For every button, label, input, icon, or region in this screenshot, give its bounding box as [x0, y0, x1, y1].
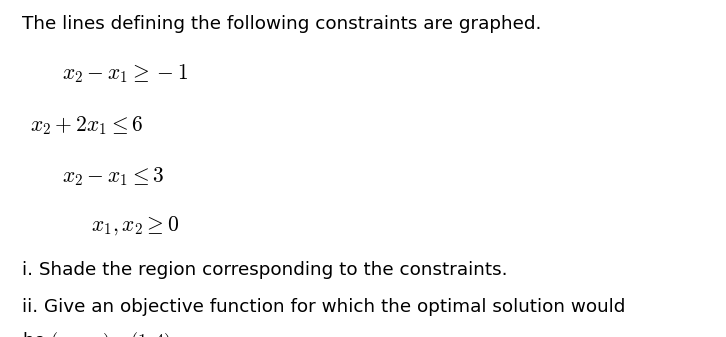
Text: $x_1, x_2 \geq 0$: $x_1, x_2 \geq 0$: [91, 214, 179, 237]
Text: i. Shade the region corresponding to the constraints.: i. Shade the region corresponding to the…: [22, 261, 507, 279]
Text: be $(x_1, x_2) = (1, 4)$.: be $(x_1, x_2) = (1, 4)$.: [22, 330, 176, 337]
Text: ii. Give an objective function for which the optimal solution would: ii. Give an objective function for which…: [22, 298, 625, 316]
Text: $x_2 + 2x_1 \leq 6$: $x_2 + 2x_1 \leq 6$: [30, 115, 144, 137]
Text: The lines defining the following constraints are graphed.: The lines defining the following constra…: [22, 15, 541, 33]
Text: $x_2 - x_1 \leq 3$: $x_2 - x_1 \leq 3$: [62, 165, 164, 188]
Text: $x_2 - x_1 \geq -1$: $x_2 - x_1 \geq -1$: [62, 62, 188, 85]
